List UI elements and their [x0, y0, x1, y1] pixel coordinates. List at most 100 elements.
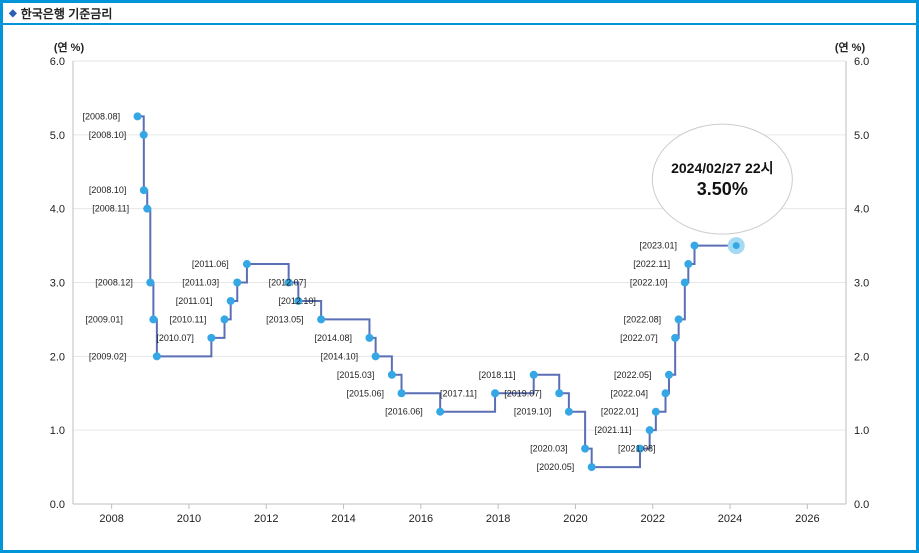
y-tick-right: 1.0: [854, 425, 869, 437]
rate-point-label: [2015.03]: [337, 370, 375, 380]
title-bar: ◆ 한국은행 기준금리: [3, 3, 916, 25]
rate-point-label: [2020.05]: [537, 462, 575, 472]
y-axis-title-left: (연 %): [54, 40, 85, 54]
rate-point-label: [2020.03]: [530, 444, 568, 454]
rate-point-label: [2010.11]: [170, 314, 207, 324]
rate-point-label: [2013.05]: [266, 314, 304, 324]
rate-point: [555, 389, 563, 397]
rate-point: [675, 315, 683, 323]
x-tick: 2012: [254, 513, 278, 525]
chart-frame: ◆ 한국은행 기준금리 0.0 0.0 1.0 1.0 2.0 2.0 3.0 3.0 4.0 4…: [0, 0, 919, 553]
y-tick-left: 3.0: [50, 278, 65, 290]
rate-point-label: [2018.11]: [479, 370, 516, 380]
rate-point: [243, 260, 251, 268]
rate-point-label: [2022.08]: [624, 314, 662, 324]
rate-point-label: [2022.05]: [614, 370, 652, 380]
rate-point: [233, 279, 241, 287]
y-tick-right: 5.0: [854, 130, 869, 142]
rate-point-label: [2014.08]: [314, 333, 352, 343]
rate-point-label: [2012.10]: [278, 296, 316, 306]
rate-point-label: [2008.12]: [95, 278, 133, 288]
rate-point: [134, 112, 142, 120]
x-tick: 2022: [641, 513, 665, 525]
rate-point: [671, 334, 679, 342]
rate-point: [436, 408, 444, 416]
rate-point: [681, 279, 689, 287]
rate-point-label: [2011.01]: [176, 296, 213, 306]
chart-svg: 0.0 0.0 1.0 1.0 2.0 2.0 3.0 3.0 4.0 4.0 5.0 5.0 6.0 6…: [13, 33, 906, 544]
rate-point: [646, 426, 654, 434]
x-tick: 2016: [409, 513, 433, 525]
chart-title: 한국은행 기준금리: [21, 5, 113, 22]
rate-point: [665, 371, 673, 379]
y-tick-left: 0.0: [50, 499, 65, 511]
y-tick-left: 6.0: [50, 56, 65, 68]
rate-point: [149, 315, 157, 323]
rate-point-label: [2022.10]: [630, 278, 668, 288]
rate-point-label: [2012.07]: [269, 278, 307, 288]
rate-point-label: [2022.11]: [633, 259, 670, 269]
x-tick: 2026: [795, 513, 819, 525]
rate-point: [581, 445, 589, 453]
rate-point-label: [2008.10]: [89, 130, 127, 140]
rate-point: [317, 315, 325, 323]
rate-point-label: [2021.08]: [618, 444, 656, 454]
rate-point: [690, 242, 698, 250]
rate-point-current: [730, 240, 742, 252]
rate-point: [146, 279, 154, 287]
rate-point: [227, 297, 235, 305]
rate-point: [207, 334, 215, 342]
rate-point-label: [2019.07]: [504, 388, 542, 398]
rate-point-label: [2008.08]: [83, 111, 121, 121]
rate-point-label: [2015.06]: [347, 388, 385, 398]
plot-area: 0.0 0.0 1.0 1.0 2.0 2.0 3.0 3.0 4.0 4.0 5.0 5.0 6.0 6…: [13, 33, 906, 544]
rate-point-label: [2009.02]: [89, 351, 127, 361]
rate-point: [143, 205, 151, 213]
rate-point: [565, 408, 573, 416]
rate-point: [365, 334, 373, 342]
y-tick-right: 0.0: [854, 499, 869, 511]
rate-point-label: [2014.10]: [321, 351, 359, 361]
rate-point: [388, 371, 396, 379]
rate-point: [662, 389, 670, 397]
y-axis-title-right: (연 %): [835, 40, 866, 54]
x-tick: 2008: [99, 513, 123, 525]
rate-point: [372, 352, 380, 360]
rate-point-label: [2023.01]: [639, 241, 677, 251]
rate-point-label: [2011.06]: [192, 259, 229, 269]
x-tick: 2010: [177, 513, 201, 525]
y-tick-right: 2.0: [854, 351, 869, 363]
rate-point-label: [2022.04]: [611, 388, 649, 398]
rate-point: [140, 186, 148, 194]
rate-point: [652, 408, 660, 416]
y-tick-left: 1.0: [50, 425, 65, 437]
rate-point: [684, 260, 692, 268]
rate-point: [398, 389, 406, 397]
rate-point-label: [2016.06]: [385, 407, 423, 417]
rate-point: [491, 389, 499, 397]
diamond-icon: ◆: [9, 8, 17, 19]
rate-point-label: [2008.10]: [89, 185, 127, 195]
rate-point-label: [2010.07]: [156, 333, 194, 343]
y-tick-left: 5.0: [50, 130, 65, 142]
x-tick: 2018: [486, 513, 510, 525]
x-tick: 2020: [563, 513, 587, 525]
rate-point: [530, 371, 538, 379]
rate-point: [140, 131, 148, 139]
y-tick-left: 2.0: [50, 351, 65, 363]
x-tick: 2024: [718, 513, 742, 525]
rate-point-label: [2021.11]: [595, 425, 632, 435]
y-tick-right: 3.0: [854, 278, 869, 290]
callout-value: 3.50%: [697, 179, 748, 199]
rate-point: [153, 352, 161, 360]
y-tick-left: 4.0: [50, 204, 65, 216]
rate-point-label: [2022.07]: [620, 333, 658, 343]
rate-point-label: [2017.11]: [440, 388, 477, 398]
rate-point-label: [2008.11]: [92, 204, 129, 214]
callout-date: 2024/02/27 22시: [671, 160, 773, 176]
rate-point-label: [2022.01]: [601, 407, 639, 417]
y-tick-right: 4.0: [854, 204, 869, 216]
y-tick-right: 6.0: [854, 56, 869, 68]
rate-point: [588, 463, 596, 471]
rate-point-label: [2019.10]: [514, 407, 552, 417]
